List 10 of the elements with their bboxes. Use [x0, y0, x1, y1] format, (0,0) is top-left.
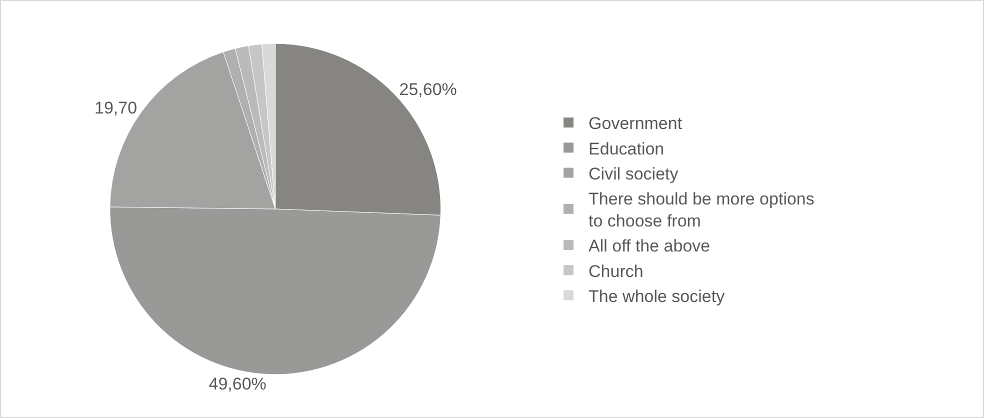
- legend-label: Education: [588, 139, 664, 158]
- legend-label: Civil society: [588, 164, 679, 184]
- data-label: 49,60%: [208, 374, 266, 394]
- data-label: 25,60%: [399, 80, 457, 100]
- legend-label: Church: [588, 262, 644, 281]
- legend-label: The whole society: [588, 286, 726, 306]
- legend-label: All off the above: [588, 236, 710, 256]
- data-label: 19,70: [94, 98, 138, 118]
- legend-label: Government: [588, 114, 682, 134]
- legend-label: There should be more options to choose from: [588, 189, 814, 231]
